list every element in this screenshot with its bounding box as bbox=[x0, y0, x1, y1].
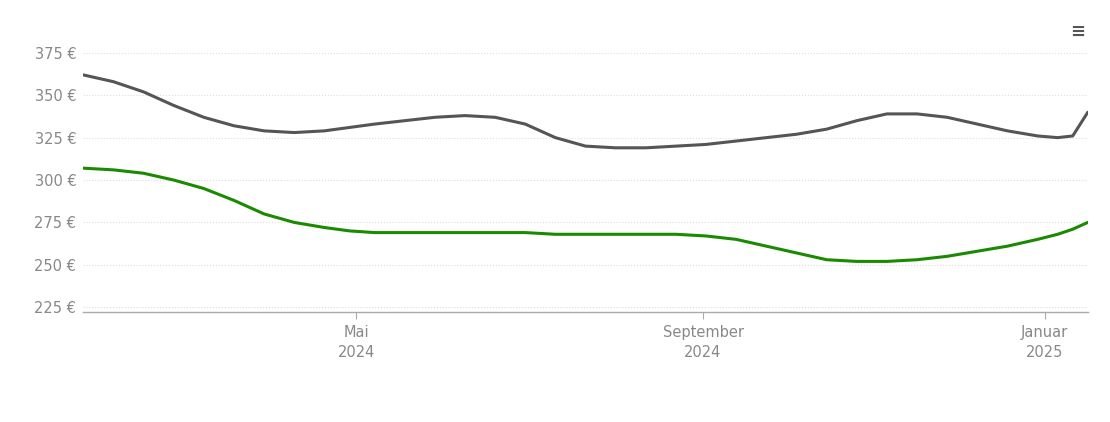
Text: ≡: ≡ bbox=[1070, 23, 1086, 41]
Legend: lose Ware, Sackware: lose Ware, Sackware bbox=[452, 420, 719, 422]
